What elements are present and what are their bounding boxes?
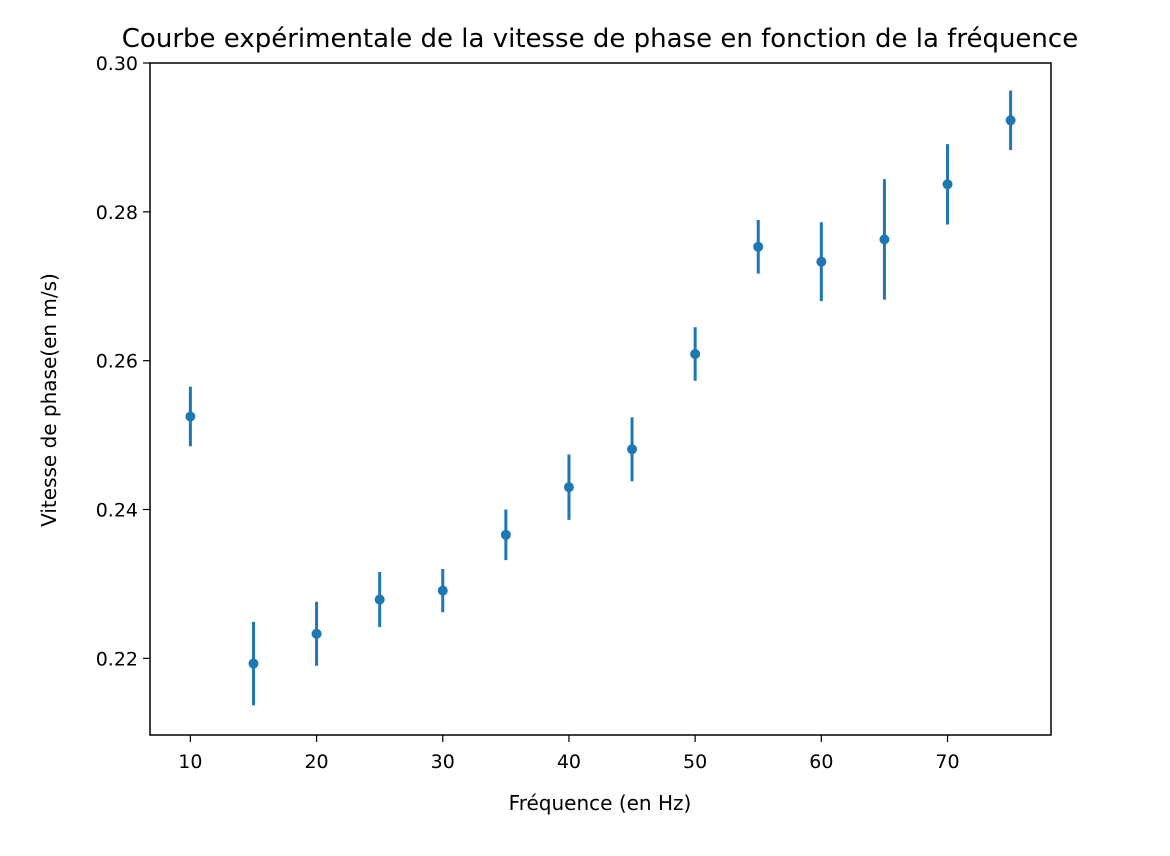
x-axis: 10 20 30 40 50 60 70 (178, 735, 960, 773)
y-tick-label: 0.30 (96, 53, 138, 75)
x-axis-label: Fréquence (en Hz) (509, 791, 692, 815)
x-tick-label: 70 (935, 751, 959, 773)
data-point (185, 411, 196, 422)
x-tick-label: 20 (304, 751, 328, 773)
data-point (690, 348, 701, 359)
x-tick-label: 10 (178, 751, 202, 773)
data-point (311, 628, 322, 639)
x-tick-label: 60 (809, 751, 833, 773)
data-point (627, 444, 638, 455)
data-series (185, 90, 1016, 706)
chart-title: Courbe expérimentale de la vitesse de ph… (122, 24, 1078, 54)
data-point (374, 594, 385, 605)
y-axis-label: Vitesse de phase(en m/s) (37, 273, 61, 527)
y-tick-label: 0.22 (96, 648, 138, 670)
data-point (1005, 115, 1016, 126)
x-tick-label: 50 (683, 751, 707, 773)
data-point (753, 241, 764, 252)
axes-frame (149, 62, 1052, 736)
data-point (248, 658, 259, 669)
y-tick-label: 0.28 (96, 202, 138, 224)
data-point (879, 234, 890, 245)
data-point (816, 256, 827, 267)
data-point (563, 482, 574, 493)
data-point (437, 585, 448, 596)
data-point (942, 179, 953, 190)
data-point (500, 529, 511, 540)
y-tick-label: 0.24 (96, 500, 138, 522)
plot-area (149, 62, 1052, 736)
x-tick-label: 30 (431, 751, 455, 773)
y-tick-label: 0.26 (96, 351, 138, 373)
x-tick-label: 40 (557, 751, 581, 773)
y-axis: 0.22 0.24 0.26 0.28 0.30 (96, 53, 150, 670)
